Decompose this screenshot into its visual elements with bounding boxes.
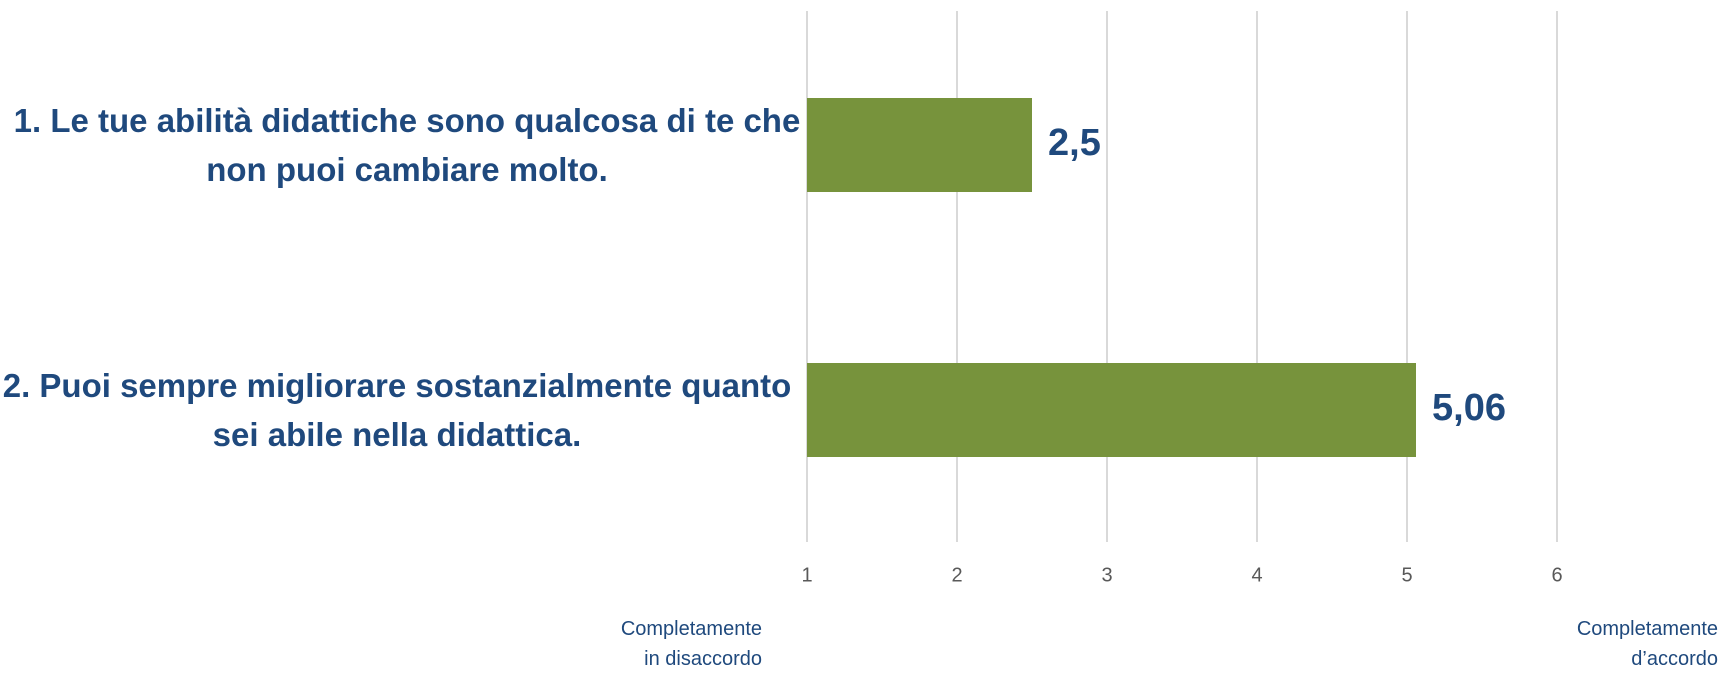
x-tick-label: 1: [801, 564, 812, 586]
x-tick-label: 4: [1251, 564, 1262, 586]
x-tick-label: 2: [951, 564, 962, 586]
right-annotation: Completamente d’accordo: [1576, 618, 1718, 670]
value-label: 2,5: [1048, 122, 1101, 164]
left-annotation: Completamente in disaccordo: [620, 618, 762, 670]
bar: [807, 363, 1416, 457]
x-tick-label: 3: [1101, 564, 1112, 586]
category-label: 2. Puoi sempre migliorare sostanzialment…: [2, 367, 792, 453]
value-label: 5,06: [1432, 387, 1506, 429]
x-tick-label: 5: [1401, 564, 1412, 586]
category-label: 1. Le tue abilità didattiche sono qualco…: [13, 102, 801, 188]
bar: [807, 98, 1032, 192]
x-tick-label: 6: [1551, 564, 1562, 586]
